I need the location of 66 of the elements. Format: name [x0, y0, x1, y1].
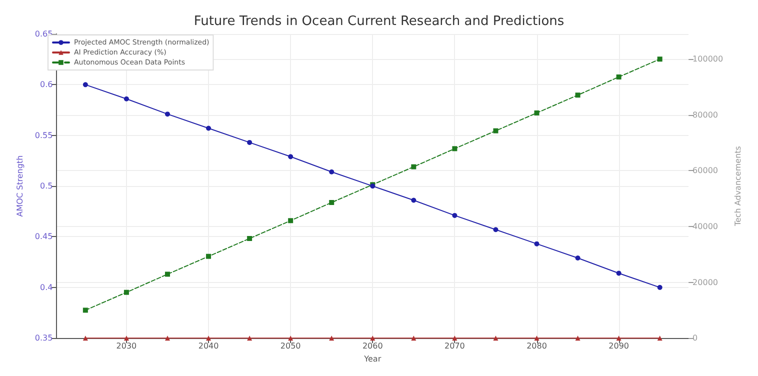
- point: [247, 140, 252, 145]
- point: [575, 336, 580, 341]
- point: [534, 336, 540, 341]
- point: [452, 336, 458, 341]
- point: [534, 241, 540, 246]
- point: [206, 254, 212, 259]
- y2-tick-label: 0: [692, 334, 698, 343]
- point: [124, 336, 129, 341]
- x-tick-label: 2030: [116, 342, 137, 351]
- point: [164, 112, 170, 117]
- point: [493, 128, 498, 134]
- point: [411, 336, 416, 341]
- y2-tick-label: 100000: [692, 54, 724, 64]
- y-axis-title: AMOC Strength: [16, 155, 24, 217]
- point: [164, 272, 170, 277]
- point: [575, 256, 580, 261]
- point: [329, 169, 334, 174]
- y-tick-label: 0.55: [34, 130, 53, 140]
- y2-tick-label: 80000: [692, 110, 718, 120]
- point: [452, 146, 458, 152]
- point: [329, 336, 334, 341]
- y2-tick-label: 20000: [692, 278, 718, 287]
- y-tick-label: 0.45: [34, 232, 53, 242]
- y-tick-label: 0.6: [40, 80, 53, 90]
- point: [411, 164, 416, 170]
- point: [493, 336, 498, 341]
- point: [657, 284, 662, 290]
- point: [124, 96, 129, 102]
- x-tick-label: 2060: [362, 342, 383, 351]
- point: [493, 227, 498, 232]
- point: [657, 56, 662, 62]
- y2-tick-label: 60000: [692, 166, 718, 176]
- point: [575, 92, 580, 98]
- point: [616, 270, 622, 276]
- point: [206, 336, 212, 341]
- point: [616, 336, 622, 341]
- x-tick-label: 2050: [280, 342, 301, 351]
- point: [124, 290, 129, 295]
- point: [657, 336, 662, 341]
- point: [288, 336, 294, 341]
- point: [452, 212, 458, 218]
- chart-title: Future Trends in Ocean Current Research and Predictions: [194, 14, 564, 29]
- point: [288, 154, 294, 160]
- point: [82, 82, 88, 88]
- x-tick-label: 2070: [444, 342, 465, 351]
- x-axis-title: Year: [363, 354, 382, 364]
- point: [247, 236, 252, 241]
- point: [411, 198, 416, 203]
- y-tick-label: 0.4: [40, 282, 53, 292]
- point: [534, 110, 540, 116]
- point: [82, 308, 88, 313]
- point: [164, 336, 170, 341]
- x-tick-label: 2090: [608, 342, 629, 351]
- x-tick-label: 2040: [198, 342, 219, 351]
- y2-axis-title: Tech Advancements: [734, 146, 742, 228]
- point: [206, 126, 212, 131]
- point: [288, 218, 294, 224]
- point: [370, 336, 376, 341]
- x-tick-label: 2080: [526, 342, 547, 351]
- point: [247, 336, 252, 341]
- y-tick-label: 0.35: [34, 334, 53, 343]
- y-tick-label: 0.5: [40, 182, 53, 191]
- y2-tick-label: 40000: [692, 222, 718, 232]
- point: [82, 336, 88, 341]
- point: [616, 74, 622, 80]
- point: [329, 200, 334, 206]
